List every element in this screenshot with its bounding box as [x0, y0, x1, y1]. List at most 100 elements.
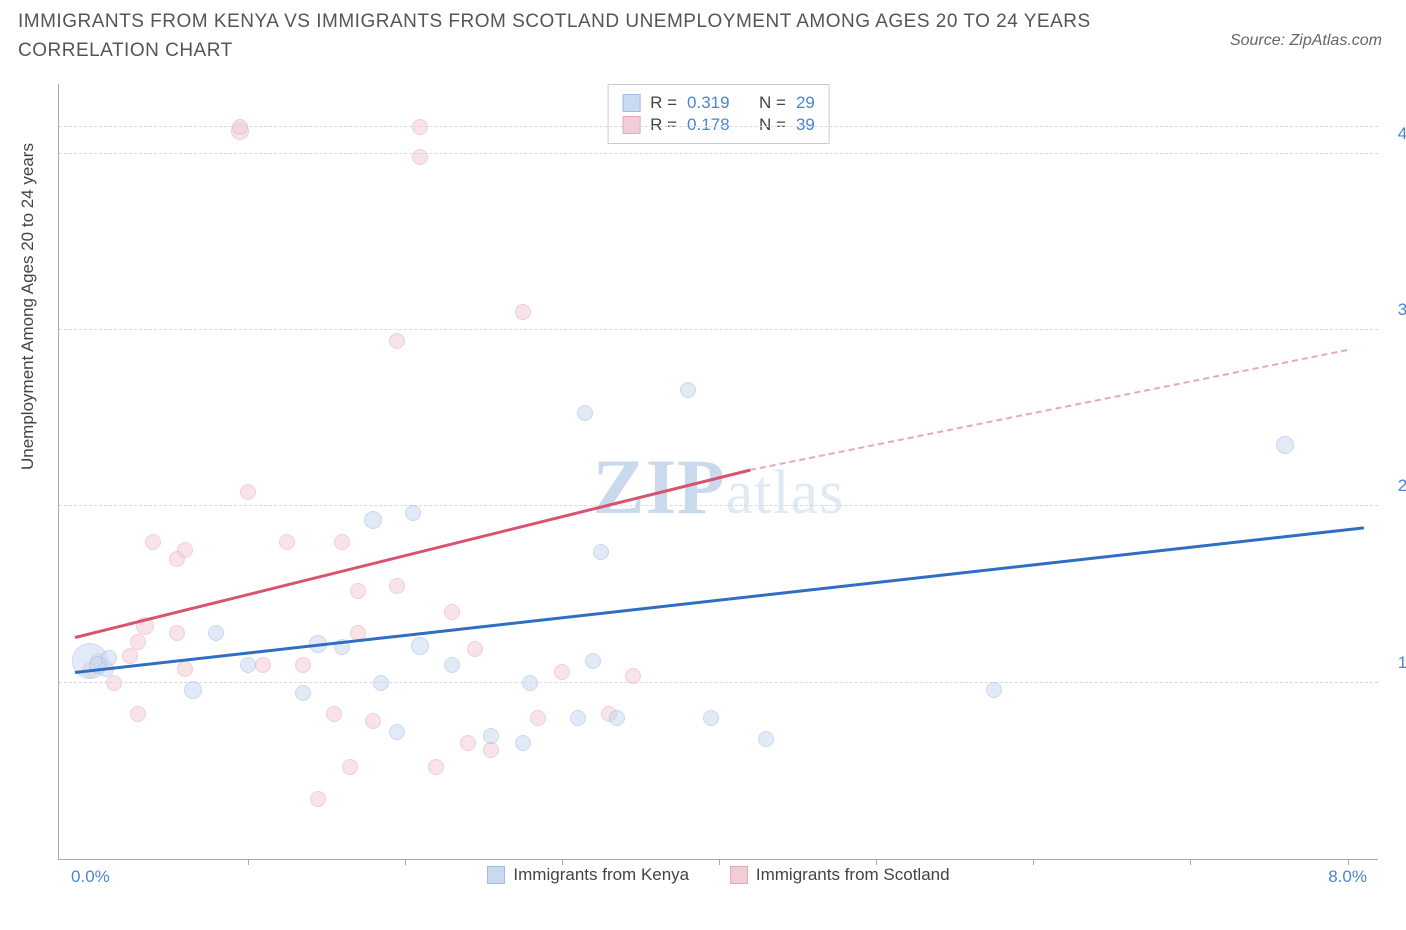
data-point-scotland [515, 304, 531, 320]
source-label: Source: ZipAtlas.com [1230, 32, 1382, 50]
data-point-kenya [1276, 436, 1294, 454]
legend-item-kenya: Immigrants from Kenya [487, 865, 689, 885]
plot-area: ZIPatlas R = 0.319 N = 29 R = 0.178 N = … [58, 84, 1378, 860]
data-point-kenya [570, 710, 586, 726]
y-tick-label: 20.0% [1386, 476, 1406, 496]
data-point-scotland [169, 625, 185, 641]
data-point-scotland [326, 706, 342, 722]
x-tick [876, 859, 877, 865]
data-point-scotland [365, 713, 381, 729]
data-point-kenya [609, 710, 625, 726]
data-point-kenya [593, 544, 609, 560]
n-value-scotland: 39 [796, 115, 815, 135]
data-point-kenya [522, 675, 538, 691]
x-tick [1190, 859, 1191, 865]
title-row: IMMIGRANTS FROM KENYA VS IMMIGRANTS FROM… [18, 8, 1388, 65]
data-point-kenya [444, 657, 460, 673]
data-point-kenya [758, 731, 774, 747]
data-point-kenya [240, 657, 256, 673]
n-label: N = [759, 115, 786, 135]
x-tick-label: 8.0% [1328, 867, 1367, 887]
data-point-kenya [585, 653, 601, 669]
swatch-scotland [622, 116, 640, 134]
data-point-scotland [310, 791, 326, 807]
r-label: R = [650, 115, 677, 135]
data-point-scotland [483, 742, 499, 758]
data-point-kenya [295, 685, 311, 701]
watermark-zip: ZIP [593, 443, 726, 530]
data-point-kenya [577, 405, 593, 421]
data-point-scotland [279, 534, 295, 550]
data-point-scotland [412, 149, 428, 165]
data-point-kenya [373, 675, 389, 691]
y-axis-label: Unemployment Among Ages 20 to 24 years [18, 143, 38, 470]
trend-line [75, 526, 1364, 674]
data-point-scotland [106, 675, 122, 691]
data-point-kenya [208, 625, 224, 641]
x-tick [405, 859, 406, 865]
data-point-kenya [483, 728, 499, 744]
data-point-scotland [412, 119, 428, 135]
data-point-scotland [130, 634, 146, 650]
data-point-kenya [515, 735, 531, 751]
data-point-scotland [255, 657, 271, 673]
legend-label-scotland: Immigrants from Scotland [756, 865, 950, 885]
data-point-scotland [122, 648, 138, 664]
data-point-scotland [334, 534, 350, 550]
data-point-scotland [342, 759, 358, 775]
gridline-h [59, 153, 1378, 154]
r-value-kenya: 0.319 [687, 93, 730, 113]
data-point-kenya [364, 511, 382, 529]
y-tick-label: 30.0% [1386, 300, 1406, 320]
stats-row-kenya: R = 0.319 N = 29 [622, 93, 815, 113]
data-point-kenya [411, 637, 429, 655]
y-tick-label: 40.0% [1386, 124, 1406, 144]
swatch-kenya-icon [487, 866, 505, 884]
data-point-kenya [680, 382, 696, 398]
data-point-scotland [232, 119, 248, 135]
r-value-scotland: 0.178 [687, 115, 730, 135]
data-point-scotland [240, 484, 256, 500]
swatch-kenya [622, 94, 640, 112]
data-point-scotland [530, 710, 546, 726]
data-point-scotland [389, 333, 405, 349]
gridline-h [59, 329, 1378, 330]
data-point-scotland [177, 542, 193, 558]
data-point-kenya [986, 682, 1002, 698]
data-point-scotland [428, 759, 444, 775]
x-tick [1033, 859, 1034, 865]
legend-label-kenya: Immigrants from Kenya [513, 865, 689, 885]
data-point-scotland [625, 668, 641, 684]
x-tick [719, 859, 720, 865]
watermark: ZIPatlas [593, 442, 845, 532]
n-label: N = [759, 93, 786, 113]
chart-container: IMMIGRANTS FROM KENYA VS IMMIGRANTS FROM… [0, 0, 1406, 930]
x-tick [248, 859, 249, 865]
data-point-scotland [467, 641, 483, 657]
gridline-h [59, 682, 1378, 683]
data-point-kenya [389, 724, 405, 740]
data-point-scotland [177, 661, 193, 677]
legend-item-scotland: Immigrants from Scotland [730, 865, 950, 885]
x-tick [562, 859, 563, 865]
r-label: R = [650, 93, 677, 113]
data-point-scotland [350, 583, 366, 599]
x-tick [1348, 859, 1349, 865]
data-point-kenya [101, 650, 117, 666]
chart-title: IMMIGRANTS FROM KENYA VS IMMIGRANTS FROM… [18, 8, 1118, 65]
series-legend: Immigrants from Kenya Immigrants from Sc… [59, 865, 1378, 889]
stats-legend: R = 0.319 N = 29 R = 0.178 N = 39 [607, 84, 830, 144]
gridline-h [59, 505, 1378, 506]
y-tick-label: 10.0% [1386, 653, 1406, 673]
data-point-scotland [554, 664, 570, 680]
gridline-h [59, 126, 1378, 127]
data-point-kenya [703, 710, 719, 726]
data-point-scotland [444, 604, 460, 620]
n-value-kenya: 29 [796, 93, 815, 113]
x-tick-label: 0.0% [71, 867, 110, 887]
data-point-kenya [184, 681, 202, 699]
data-point-scotland [460, 735, 476, 751]
data-point-scotland [145, 534, 161, 550]
trend-line [750, 349, 1348, 471]
data-point-scotland [295, 657, 311, 673]
